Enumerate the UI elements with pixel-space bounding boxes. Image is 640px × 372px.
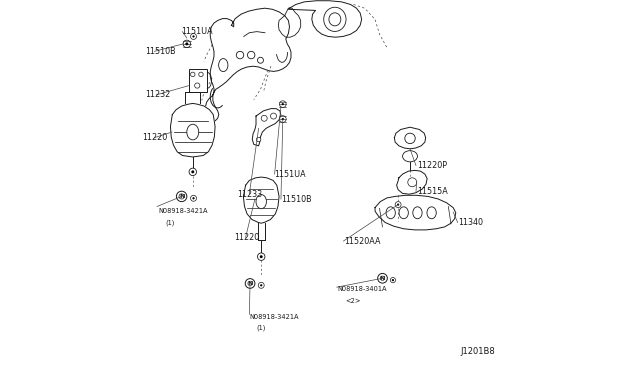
Text: 11220: 11220 [234,233,259,242]
Circle shape [257,57,264,63]
Circle shape [392,279,394,281]
Text: J1201B8: J1201B8 [461,347,495,356]
Ellipse shape [413,207,422,219]
Circle shape [186,42,188,45]
Circle shape [248,281,252,286]
Circle shape [193,197,195,199]
Circle shape [280,101,286,108]
Text: (1): (1) [166,219,175,226]
Ellipse shape [324,7,346,31]
Text: 11510B: 11510B [281,195,312,203]
Text: N: N [179,194,184,199]
Ellipse shape [256,195,266,209]
Circle shape [193,35,195,38]
Circle shape [271,113,276,119]
Circle shape [257,137,261,142]
Circle shape [195,83,200,88]
Polygon shape [278,8,301,37]
Text: 11515A: 11515A [417,187,447,196]
Circle shape [395,202,401,208]
Circle shape [378,273,387,283]
Polygon shape [243,177,279,223]
Text: 11233: 11233 [237,190,262,199]
Circle shape [257,253,265,260]
Circle shape [191,170,195,173]
Circle shape [408,178,417,187]
Text: N: N [380,276,385,281]
Circle shape [260,255,262,258]
Ellipse shape [386,207,396,219]
Text: 11232: 11232 [145,90,170,99]
Text: N08918-3421A: N08918-3421A [158,208,207,214]
Circle shape [245,279,255,288]
Ellipse shape [403,151,417,162]
Circle shape [397,203,399,206]
Text: 11340: 11340 [458,218,483,227]
Text: 11510B: 11510B [145,47,176,56]
Ellipse shape [187,124,199,140]
Circle shape [261,115,267,121]
FancyBboxPatch shape [189,69,207,92]
Circle shape [191,195,196,201]
Text: 1151UA: 1151UA [275,170,307,179]
Text: (1): (1) [257,325,266,331]
Circle shape [282,103,284,105]
Circle shape [259,282,264,288]
Polygon shape [289,1,362,37]
Text: N08918-3421A: N08918-3421A [250,314,299,320]
Polygon shape [397,170,427,194]
Circle shape [248,51,255,59]
Circle shape [189,168,196,176]
Polygon shape [205,8,291,122]
Text: 11520AA: 11520AA [344,237,381,246]
Ellipse shape [405,133,415,144]
Text: N08918-3401A: N08918-3401A [338,286,387,292]
Polygon shape [375,195,456,230]
Text: 11220P: 11220P [417,161,447,170]
Circle shape [199,72,203,77]
Circle shape [191,72,195,77]
Circle shape [191,33,196,39]
Circle shape [179,194,184,199]
Circle shape [390,278,396,283]
Circle shape [236,51,244,59]
Polygon shape [394,127,426,149]
Circle shape [280,116,286,122]
Polygon shape [170,103,215,157]
Text: 1151UA: 1151UA [182,27,213,36]
Ellipse shape [399,207,408,219]
Circle shape [260,284,262,286]
Ellipse shape [329,13,341,26]
Ellipse shape [427,207,436,219]
Circle shape [380,276,385,280]
Polygon shape [252,109,281,146]
Ellipse shape [219,58,228,71]
Text: 11220: 11220 [142,133,168,142]
Text: <2>: <2> [346,298,361,304]
Circle shape [282,118,284,120]
Circle shape [177,191,187,202]
Text: N: N [248,281,253,286]
Circle shape [183,40,191,48]
